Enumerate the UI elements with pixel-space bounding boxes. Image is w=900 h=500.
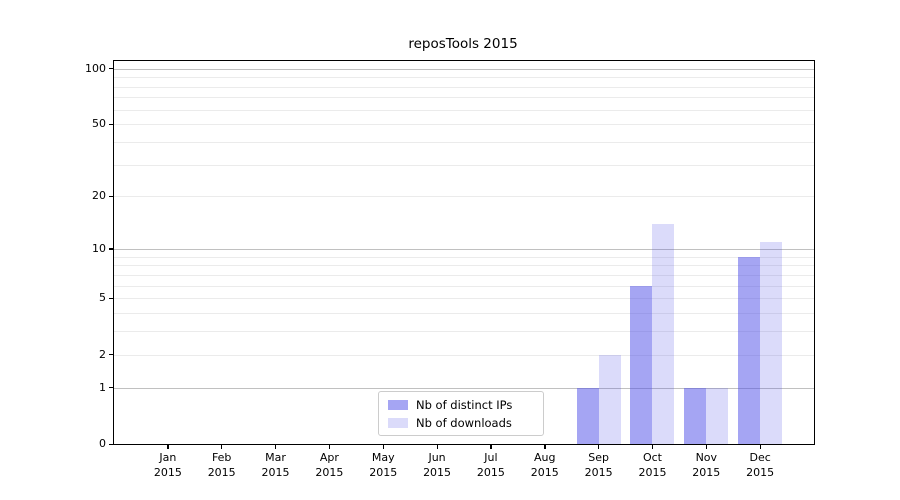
y-tick-mark <box>108 123 113 126</box>
x-tick-label: Oct 2015 <box>638 451 667 479</box>
y-tick-label: 100 <box>85 61 106 75</box>
x-tick-label: Jul 2015 <box>476 451 505 479</box>
major-gridline <box>114 248 814 250</box>
x-tick-mark <box>705 444 708 449</box>
x-tick-label: Aug 2015 <box>530 451 559 479</box>
y-tick-label: 10 <box>92 241 106 255</box>
x-tick-label: Jan 2015 <box>153 451 182 479</box>
x-tick-mark <box>651 444 654 449</box>
legend-swatch-downloads <box>388 417 408 428</box>
minor-gridline <box>114 196 814 198</box>
x-tick-mark <box>436 444 438 449</box>
x-tick-label: May 2015 <box>369 451 398 479</box>
legend-label-distinct-ips: Nb of distinct IPs <box>416 397 513 412</box>
minor-gridline <box>114 298 814 300</box>
minor-gridline <box>114 265 814 267</box>
legend: Nb of distinct IPs Nb of downloads <box>378 391 544 436</box>
major-gridline <box>114 68 814 70</box>
minor-gridline <box>114 256 814 258</box>
y-tick-mark <box>108 354 113 356</box>
x-tick-label: Sep 2015 <box>584 451 613 479</box>
x-tick-label: Nov 2015 <box>692 451 721 479</box>
bar-distinct-ips <box>684 387 707 444</box>
y-tick-mark <box>108 297 113 300</box>
bar-downloads <box>598 354 621 444</box>
legend-item-downloads: Nb of downloads <box>388 416 543 430</box>
minor-gridline <box>114 354 814 356</box>
x-tick-label: Apr 2015 <box>315 451 344 479</box>
x-tick-mark <box>221 444 223 449</box>
minor-gridline <box>114 285 814 287</box>
y-tick-mark <box>108 443 113 445</box>
minor-gridline <box>114 274 814 276</box>
x-tick-mark <box>167 444 169 449</box>
x-tick-mark <box>275 444 277 449</box>
y-tick-label: 50 <box>92 117 106 131</box>
minor-gridline <box>114 164 814 166</box>
minor-gridline <box>114 109 814 111</box>
y-tick-mark <box>108 248 113 250</box>
x-tick-mark <box>759 444 761 449</box>
minor-gridline <box>114 141 814 143</box>
minor-gridline <box>114 124 814 126</box>
legend-label-downloads: Nb of downloads <box>416 415 512 430</box>
bar-distinct-ips <box>576 387 599 444</box>
x-tick-label: Feb 2015 <box>207 451 236 479</box>
y-tick-label: 0 <box>99 437 106 450</box>
chart-title: reposTools 2015 <box>408 36 518 52</box>
minor-gridline <box>114 331 814 333</box>
y-tick-mark <box>108 387 113 389</box>
minor-gridline <box>114 77 814 79</box>
x-tick-mark <box>598 444 600 449</box>
major-gridline <box>114 387 814 389</box>
x-tick-label: Mar 2015 <box>261 451 290 479</box>
y-tick-label: 20 <box>92 189 106 203</box>
bar-distinct-ips <box>738 256 761 444</box>
legend-swatch-distinct-ips <box>388 399 408 410</box>
legend-item-distinct-ips: Nb of distinct IPs <box>388 398 543 412</box>
y-tick-label: 1 <box>99 380 106 394</box>
x-tick-label: Dec 2015 <box>746 451 775 479</box>
x-tick-mark <box>544 444 546 449</box>
x-tick-mark <box>382 444 385 449</box>
x-tick-mark <box>490 444 492 449</box>
y-tick-mark <box>108 195 113 198</box>
bar-downloads <box>706 387 729 444</box>
bar-downloads <box>652 223 675 444</box>
bar-downloads <box>760 241 783 444</box>
minor-gridline <box>114 86 814 88</box>
y-tick-mark <box>108 68 113 70</box>
plot-area: 0 1 2 5 10 20 50 100 Jan 2015 Feb 2015 Mar 2015 Apr 201… <box>85 60 815 479</box>
bar-distinct-ips <box>630 285 653 444</box>
y-tick-label: 5 <box>99 291 106 305</box>
x-tick-label: Jun 2015 <box>423 451 452 479</box>
minor-gridline <box>114 313 814 315</box>
x-tick-mark <box>328 444 331 449</box>
minor-gridline <box>114 97 814 99</box>
y-tick-label: 2 <box>99 347 106 361</box>
